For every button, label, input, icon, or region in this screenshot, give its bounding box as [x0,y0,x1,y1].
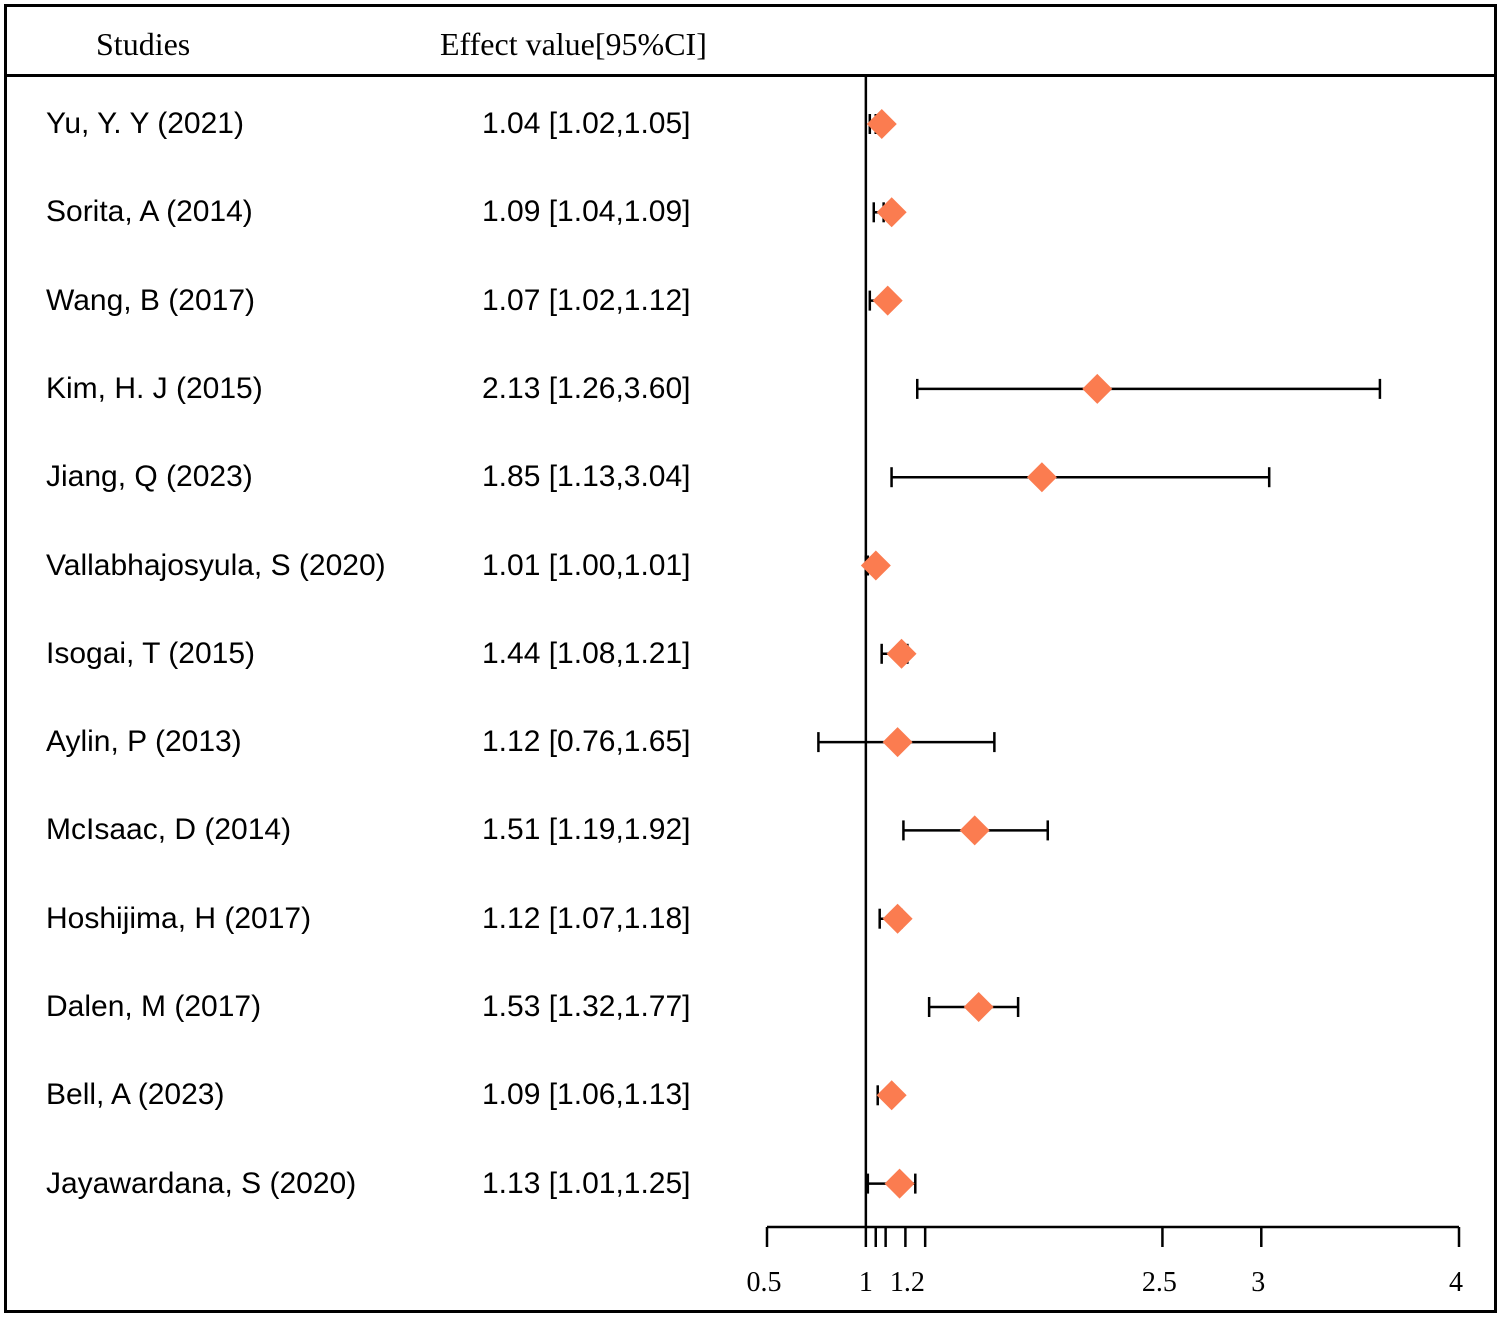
x-tick-label: 1.2 [890,1267,925,1298]
effect-marker [876,1080,907,1111]
study-effect-value: 1.12 [1.07,1.18] [482,901,691,935]
study-name: Dalen, M (2017) [46,990,262,1023]
study-effect-value: 1.44 [1.08,1.21] [482,636,691,670]
study-effect-value: 1.85 [1.13,3.04] [482,460,691,494]
study-ci-group [916,378,1382,399]
effect-marker [963,992,994,1022]
study-name: Kim, H. J (2015) [46,371,263,405]
header-divider [4,74,1497,77]
effect-marker [1026,462,1057,493]
study-ci-group [890,467,1271,488]
study-name: Jayawardana, S (2020) [46,1166,357,1200]
studies-header: Studies [96,26,191,62]
study-name: Aylin, P (2013) [46,725,242,759]
study-effect-value: 1.07 [1.02,1.12] [482,283,691,317]
study-effect-value: 2.13 [1.26,3.60] [482,371,691,405]
study-name: McIsaac, D (2014) [46,813,292,847]
effect-marker [872,285,903,316]
study-name: Isogai, T (2015) [46,636,256,670]
x-tick-label: 0.5 [747,1267,782,1298]
study-effect-value: 1.53 [1.32,1.77] [482,990,691,1023]
study-effect-value: 1.51 [1.19,1.92] [482,813,691,847]
study-effect-value: 1.13 [1.01,1.25] [482,1166,691,1200]
study-effect-value: 1.09 [1.04,1.09] [482,195,691,229]
effect-marker [882,903,913,934]
effect-value-header: Effect value[95%CI] [440,26,707,62]
figure-frame [4,4,1497,1313]
study-name: Wang, B (2017) [46,283,255,317]
effect-marker [959,815,990,846]
study-name: Bell, A (2023) [46,1078,225,1112]
effect-marker [886,638,917,669]
study-name: Hoshijima, H (2017) [46,901,312,935]
study-effect-value: 1.09 [1.06,1.13] [482,1078,691,1112]
study-name: Jiang, Q (2023) [46,460,253,494]
effect-marker [876,197,907,228]
effect-marker [884,1168,915,1199]
x-tick-label: 1 [859,1267,873,1298]
study-name: Sorita, A (2014) [46,195,253,229]
study-effect-value: 1.01 [1.00,1.01] [482,548,691,582]
effect-marker [860,550,891,581]
study-effect-value: 1.12 [0.76,1.65] [482,725,691,759]
effect-marker [882,727,913,758]
x-tick-label: 4 [1449,1267,1463,1298]
effect-marker [866,109,897,139]
study-name: Yu, Y. Y (2021) [46,107,244,140]
x-tick-label: 3 [1251,1267,1265,1298]
effect-marker [1082,373,1113,404]
study-name: Vallabhajosyula, S (2020) [46,548,386,582]
study-effect-value: 1.04 [1.02,1.05] [482,107,691,140]
x-tick-label: 2.5 [1142,1267,1177,1298]
